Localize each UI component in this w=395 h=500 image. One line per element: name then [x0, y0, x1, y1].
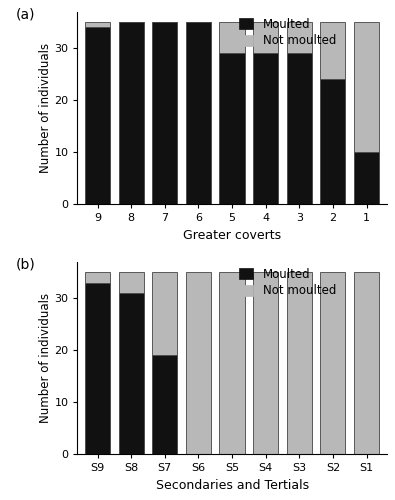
- Bar: [287, 54, 312, 204]
- Bar: [220, 22, 245, 54]
- Legend: Moulted, Not moulted: Moulted, Not moulted: [239, 18, 336, 48]
- Bar: [186, 22, 211, 204]
- Y-axis label: Number of individuals: Number of individuals: [39, 293, 51, 423]
- Bar: [152, 272, 177, 355]
- Bar: [253, 54, 278, 204]
- Bar: [320, 272, 346, 454]
- Bar: [85, 22, 110, 28]
- Bar: [85, 272, 110, 282]
- Bar: [118, 272, 144, 293]
- Bar: [354, 272, 379, 454]
- Bar: [152, 22, 177, 204]
- Text: (b): (b): [16, 258, 36, 272]
- Legend: Moulted, Not moulted: Moulted, Not moulted: [239, 268, 336, 298]
- Bar: [118, 22, 144, 204]
- Bar: [152, 356, 177, 454]
- Y-axis label: Number of individuals: Number of individuals: [39, 43, 51, 173]
- Bar: [287, 22, 312, 54]
- Bar: [85, 28, 110, 204]
- X-axis label: Secondaries and Tertials: Secondaries and Tertials: [156, 478, 308, 492]
- Bar: [287, 272, 312, 454]
- Bar: [354, 152, 379, 204]
- Bar: [320, 80, 346, 204]
- Bar: [320, 22, 346, 80]
- Bar: [85, 282, 110, 454]
- Bar: [118, 293, 144, 454]
- Bar: [220, 54, 245, 204]
- Bar: [186, 272, 211, 454]
- Bar: [253, 22, 278, 54]
- Bar: [253, 272, 278, 454]
- X-axis label: Greater coverts: Greater coverts: [183, 228, 281, 241]
- Bar: [220, 272, 245, 454]
- Bar: [354, 22, 379, 152]
- Text: (a): (a): [16, 8, 35, 22]
